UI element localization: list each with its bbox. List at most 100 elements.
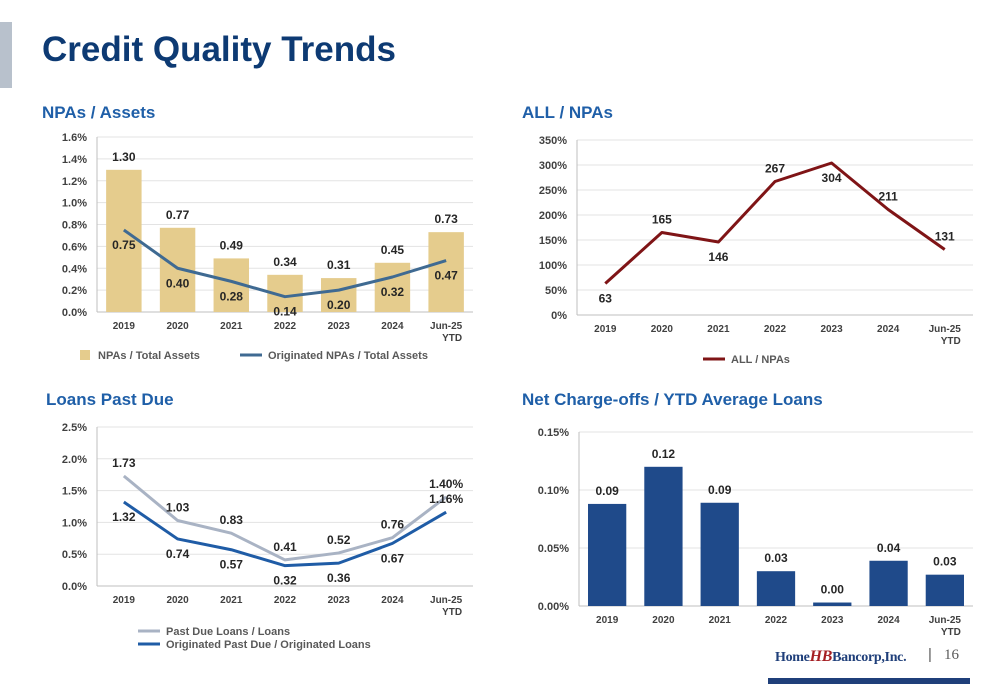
bar	[869, 560, 908, 606]
y-tick-label: 0.2%	[62, 285, 87, 297]
data-label: 1.40%	[429, 477, 463, 491]
data-label: 0.75	[112, 238, 136, 252]
data-label: 0.09	[595, 484, 619, 498]
x-tick-label: Jun-25	[430, 321, 463, 332]
x-tick-label: 2020	[652, 615, 675, 626]
data-label: 0.40	[166, 276, 190, 290]
data-label: 1.16%	[429, 492, 463, 506]
y-tick-label: 100%	[539, 260, 567, 272]
data-label: 0.14	[273, 305, 297, 319]
y-tick-label: 200%	[539, 210, 567, 222]
x-tick-label: 2021	[220, 595, 243, 606]
data-label: 0.57	[220, 558, 244, 572]
data-label: 63	[599, 292, 613, 306]
page-title: Credit Quality Trends	[42, 30, 396, 69]
x-tick-label: 2024	[877, 324, 900, 335]
legend-label: Past Due Loans / Loans	[166, 626, 290, 638]
page-separator: |	[928, 646, 932, 663]
data-label: 0.12	[652, 447, 676, 461]
bar	[106, 169, 142, 312]
y-tick-label: 0.0%	[62, 307, 87, 319]
x-tick-label: 2019	[594, 324, 617, 335]
x-tick-label: 2019	[113, 321, 136, 332]
x-tick-label: 2024	[877, 615, 900, 626]
data-label: 0.09	[708, 483, 732, 497]
bar	[428, 232, 464, 312]
series-line	[122, 474, 448, 562]
bar	[813, 602, 852, 606]
x-tick-label: Jun-25	[929, 324, 962, 335]
x-tick-label: YTD	[442, 333, 462, 344]
data-label: 211	[878, 190, 898, 204]
x-tick-label: 2023	[820, 324, 843, 335]
x-tick-label: 2023	[821, 615, 844, 626]
x-tick-label: 2022	[274, 321, 297, 332]
x-tick-label: 2024	[381, 595, 404, 606]
data-label: 131	[935, 230, 955, 244]
legend-label: Originated NPAs / Total Assets	[268, 350, 428, 362]
data-label: 0.47	[434, 269, 458, 283]
data-label: 0.49	[220, 238, 244, 252]
x-tick-label: 2022	[765, 615, 788, 626]
x-tick-label: 2021	[707, 324, 730, 335]
chart-nco: 0.00% 0.05% 0.10% 0.15% 2019 2020 2021 2022 2023…	[538, 427, 973, 638]
y-tick-label: 0.05%	[538, 543, 569, 555]
data-label: 0.03	[764, 551, 788, 565]
x-tick-label: 2021	[709, 615, 732, 626]
chart-title-lpd: Loans Past Due	[46, 390, 174, 409]
series-line	[604, 161, 946, 285]
data-label: 0.32	[381, 285, 405, 299]
data-label: 0.45	[381, 243, 405, 257]
x-tick-label: 2020	[166, 595, 189, 606]
y-tick-label: 0%	[551, 310, 567, 322]
y-tick-label: 0.6%	[62, 241, 87, 253]
bar	[374, 262, 411, 312]
bar	[756, 571, 796, 606]
chart-title-all: ALL / NPAs	[522, 103, 613, 122]
chart-all: 0% 50% 100% 150% 200% 250% 300% 350% 2019 2020 202…	[539, 135, 973, 366]
series-line	[123, 500, 447, 568]
x-tick-label: 2023	[328, 595, 351, 606]
data-label: 0.74	[166, 547, 190, 561]
bar	[320, 278, 357, 312]
data-label: 1.30	[112, 150, 136, 164]
data-label: 0.32	[273, 574, 297, 588]
chart-lpd: 0.0% 0.5% 1.0% 1.5% 2.0% 2.5% 2019 2020 2021 2022…	[62, 422, 473, 651]
y-tick-label: 2.5%	[62, 422, 87, 434]
legend-label: NPAs / Total Assets	[98, 350, 200, 362]
x-tick-label: 2022	[764, 324, 787, 335]
y-tick-label: 0.10%	[538, 485, 569, 497]
data-label: 0.28	[220, 289, 244, 303]
y-tick-label: 0.8%	[62, 220, 87, 232]
data-label: 267	[765, 162, 785, 176]
data-label: 0.73	[434, 212, 458, 226]
y-tick-label: 0.0%	[62, 581, 87, 593]
data-label: 0.41	[273, 540, 297, 554]
y-tick-label: 1.4%	[62, 154, 87, 166]
data-label: 0.83	[220, 513, 244, 527]
data-label: 0.76	[381, 518, 405, 532]
y-tick-label: 0.00%	[538, 601, 569, 613]
data-label: 0.52	[327, 533, 351, 547]
y-tick-label: 0.4%	[62, 263, 87, 275]
x-tick-label: 2024	[381, 321, 404, 332]
x-tick-label: 2019	[596, 615, 619, 626]
x-tick-label: Jun-25	[430, 595, 463, 606]
y-tick-label: 1.0%	[62, 517, 87, 529]
y-tick-label: 150%	[539, 235, 567, 247]
data-label: 0.20	[327, 298, 351, 312]
y-tick-label: 50%	[545, 285, 567, 297]
y-tick-label: 2.0%	[62, 454, 87, 466]
chart-title-npa: NPAs / Assets	[42, 103, 156, 122]
y-tick-label: 1.6%	[62, 132, 87, 144]
page-number: 16	[944, 647, 959, 663]
x-tick-label: YTD	[941, 627, 961, 638]
y-tick-label: 0.5%	[62, 549, 87, 561]
footer-bar	[768, 678, 970, 684]
data-label: 0.34	[273, 255, 297, 269]
company-logo: HomeHBBancorp,Inc.	[775, 648, 907, 665]
y-tick-label: 0.15%	[538, 427, 569, 439]
y-tick-label: 250%	[539, 185, 567, 197]
data-label: 304	[822, 171, 842, 185]
data-label: 146	[708, 250, 728, 264]
